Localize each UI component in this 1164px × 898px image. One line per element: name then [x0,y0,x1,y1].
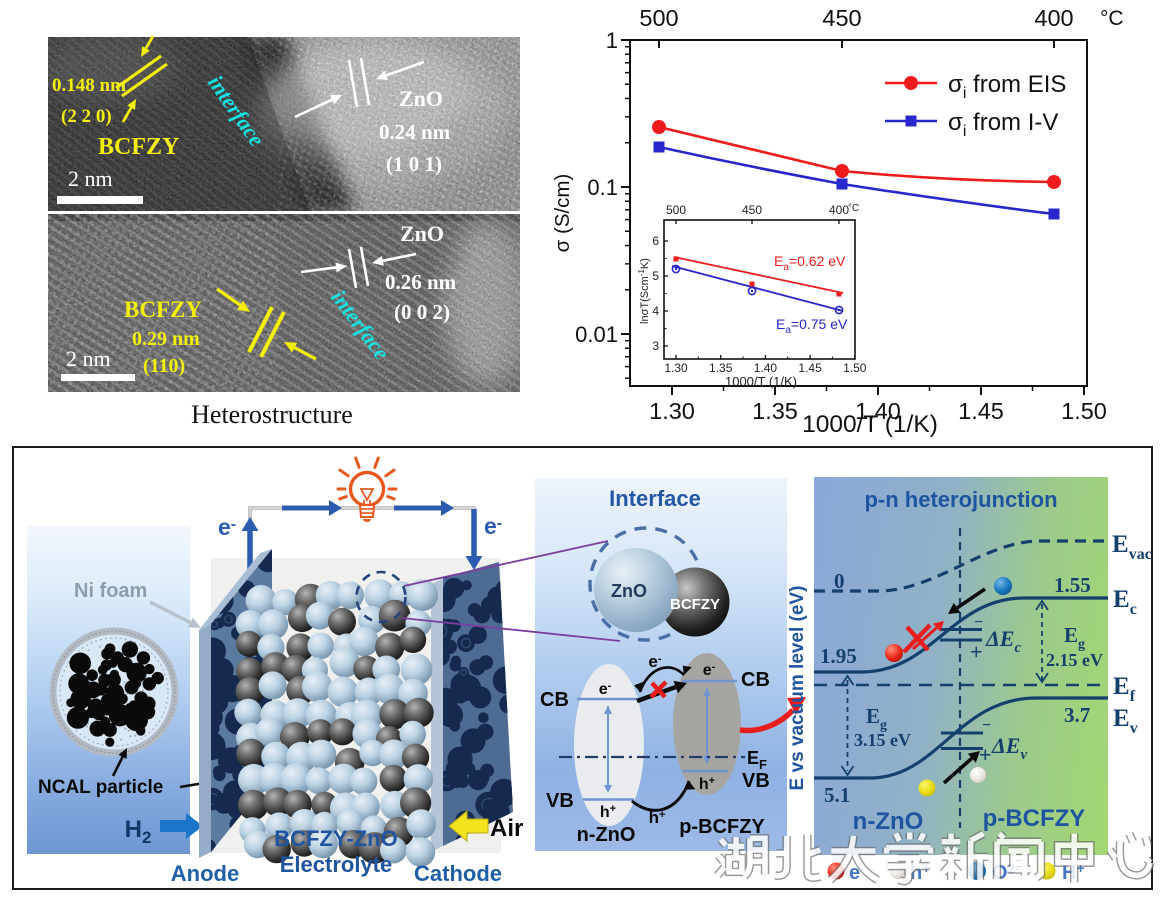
svg-text:5.1: 5.1 [824,783,850,807]
svg-text:5: 5 [652,269,659,283]
svg-text:1.50: 1.50 [843,361,867,375]
svg-text:Ev: Ev [1113,705,1138,737]
svg-text:Evac: Evac [1112,531,1152,563]
svg-text:H2: H2 [125,816,152,847]
svg-text:2 nm: 2 nm [68,166,113,191]
svg-text:400: 400 [829,203,849,217]
svg-text:BCFZY: BCFZY [98,134,179,160]
svg-text:Ea=0.75 eV: Ea=0.75 eV [776,316,848,336]
svg-text:e-: e- [484,513,502,539]
svg-text:Ea=0.62 eV: Ea=0.62 eV [774,253,846,273]
svg-text:VB: VB [546,790,574,812]
svg-text:lnσT(Scm-1K): lnσT(Scm-1K) [637,258,651,324]
svg-text:6: 6 [652,234,659,248]
svg-text:CB: CB [741,669,770,691]
svg-text:400: 400 [1034,5,1073,31]
svg-text:3: 3 [652,339,659,353]
svg-text:1.40: 1.40 [855,398,901,424]
svg-text:3.7: 3.7 [1064,703,1090,727]
svg-text:e-: e- [218,514,236,540]
svg-text:(1 0 1): (1 0 1) [386,152,442,176]
svg-text:0.26 nm: 0.26 nm [385,270,457,294]
svg-text:Ni foam: Ni foam [74,580,147,602]
svg-text:NCAL particle: NCAL particle [38,777,163,798]
svg-text:1.50: 1.50 [1061,398,1107,424]
svg-text:Ef: Ef [1113,673,1136,705]
svg-text:CB: CB [540,689,569,711]
svg-text:σi from EIS: σi from EIS [948,71,1066,102]
svg-text:1.40: 1.40 [754,361,778,375]
svg-text:Heterostructure: Heterostructure [191,400,353,429]
svg-text:σ (S/cm): σ (S/cm) [551,174,574,253]
svg-text:−: − [974,614,983,631]
svg-text:(110): (110) [143,355,185,377]
svg-text:1.55: 1.55 [1054,573,1091,597]
svg-text:3.15 eV: 3.15 eV [854,730,911,750]
svg-text:BCFZY-ZnO: BCFZY-ZnO [274,826,397,851]
svg-text:interface: interface [203,71,270,152]
svg-text:1.95: 1.95 [820,644,857,668]
svg-text:450: 450 [822,5,861,31]
svg-text:0.29 nm: 0.29 nm [132,328,200,350]
svg-text:1.35: 1.35 [709,361,733,375]
svg-text:Cathode: Cathode [414,861,502,886]
svg-text:n-ZnO: n-ZnO [577,824,636,846]
svg-text:2 nm: 2 nm [66,346,111,371]
svg-text:500: 500 [666,203,686,217]
svg-text:(0 0 2): (0 0 2) [394,300,450,324]
svg-text:°C: °C [1100,7,1124,30]
svg-text:1.30: 1.30 [664,361,688,375]
svg-text:1.35: 1.35 [752,398,798,424]
svg-text:BCFZY: BCFZY [670,596,720,613]
svg-text:2.15 eV: 2.15 eV [1046,650,1103,670]
svg-text:Eg: Eg [1064,623,1085,652]
svg-text:p-BCFZY: p-BCFZY [679,816,765,838]
svg-text:+: + [979,742,992,767]
svg-text:+: + [970,639,983,664]
svg-text:ΔEc: ΔEc [985,626,1021,656]
svg-text:E vs vacuum level (eV): E vs vacuum level (eV) [787,586,808,791]
svg-text:°C: °C [848,203,859,214]
svg-text:500: 500 [639,5,678,31]
svg-text:1000/T (1/K): 1000/T (1/K) [802,411,938,438]
svg-text:Air: Air [490,815,523,842]
svg-text:1000/T (1/K): 1000/T (1/K) [725,374,797,389]
svg-text:Electrolyte: Electrolyte [280,852,393,877]
svg-text:1.45: 1.45 [958,398,1004,424]
svg-text:Ec: Ec [1113,586,1137,618]
svg-text:interface: interface [326,285,395,365]
svg-text:ZnO: ZnO [611,581,647,601]
svg-text:EF: EF [747,748,767,772]
svg-text:450: 450 [742,203,762,217]
svg-text:0.01: 0.01 [575,322,618,347]
svg-text:0.148 nm: 0.148 nm [52,75,126,96]
svg-text:p-BCFZY: p-BCFZY [983,805,1086,832]
svg-text:ZnO: ZnO [399,86,443,111]
svg-text:0.24 nm: 0.24 nm [379,120,451,144]
svg-text:0: 0 [834,569,845,593]
svg-text:ZnO: ZnO [400,221,444,246]
svg-text:VB: VB [742,770,770,792]
svg-text:Eg: Eg [866,704,887,733]
svg-text:4: 4 [652,304,659,318]
svg-text:Anode: Anode [171,861,239,886]
svg-text:0.1: 0.1 [587,175,618,200]
svg-text:p-n heterojunction: p-n heterojunction [864,487,1057,512]
svg-text:−: − [982,717,991,734]
svg-text:1: 1 [606,28,618,53]
svg-text:(2 2 0): (2 2 0) [61,106,112,127]
svg-text:1.45: 1.45 [798,361,822,375]
svg-text:Interface: Interface [609,486,701,511]
svg-text:σi from I-V: σi from I-V [948,109,1058,140]
svg-text:BCFZY: BCFZY [124,297,202,322]
svg-text:1.30: 1.30 [649,398,695,424]
svg-text:ΔEv: ΔEv [991,733,1027,763]
svg-text:n-ZnO: n-ZnO [853,808,924,835]
